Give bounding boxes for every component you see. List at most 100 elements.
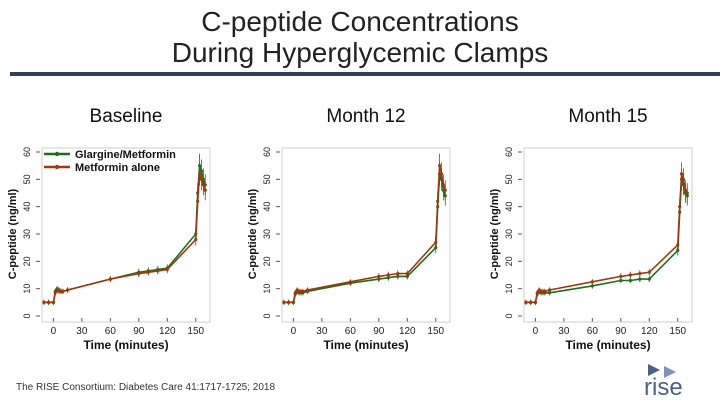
y-tick-label: 60 — [22, 147, 32, 157]
x-tick-label: 30 — [316, 326, 328, 337]
data-point — [619, 278, 623, 283]
y-tick-label: 60 — [504, 147, 514, 157]
plot-frame — [523, 147, 693, 323]
data-point — [201, 183, 205, 187]
data-point — [436, 199, 440, 203]
data-point — [439, 172, 444, 176]
x-tick-label: 120 — [159, 326, 176, 337]
x-tick-label: 90 — [615, 326, 627, 337]
data-point — [293, 291, 297, 295]
data-point — [42, 300, 46, 304]
y-axis-label: C-peptide (ng/ml) — [247, 188, 259, 279]
data-point — [679, 172, 684, 176]
data-point — [377, 274, 381, 278]
y-tick-label: 10 — [22, 284, 32, 294]
panel-title-month12: Month 12 — [326, 106, 406, 127]
data-point — [529, 300, 533, 304]
data-point — [66, 288, 70, 292]
data-point — [628, 273, 632, 277]
data-point — [548, 288, 552, 292]
x-tick-label: 150 — [187, 326, 204, 337]
slide-title-line1: C-peptide Concentrations — [201, 6, 519, 37]
x-tick-label: 0 — [51, 326, 57, 337]
y-tick-label: 20 — [504, 256, 514, 266]
data-point — [681, 177, 686, 181]
data-point — [678, 205, 682, 209]
data-point — [683, 188, 687, 192]
y-tick-label: 0 — [504, 313, 514, 318]
data-point — [647, 277, 651, 281]
legend-label: Glargine/Metformin — [75, 149, 176, 161]
data-point — [685, 191, 689, 195]
x-tick-label: 120 — [399, 326, 416, 337]
x-tick-label: 30 — [76, 326, 88, 337]
x-tick-label: 120 — [641, 326, 658, 337]
x-axis-label: Time (minutes) — [323, 338, 408, 352]
data-point — [676, 243, 680, 247]
y-tick-label: 0 — [262, 313, 272, 318]
data-point — [524, 300, 528, 304]
logo-text: rise — [644, 374, 683, 398]
data-point — [61, 289, 65, 293]
slide-title: C-peptide Concentrations During Hypergly… — [0, 6, 720, 68]
data-point — [434, 240, 438, 244]
series-line-glargine — [283, 173, 447, 304]
x-tick-label: 0 — [291, 326, 297, 337]
data-point — [443, 188, 447, 192]
x-tick-label: 60 — [345, 326, 357, 337]
data-point — [638, 272, 642, 276]
y-axis-label: C-peptide (ng/ml) — [489, 188, 501, 279]
plot-frame — [281, 147, 451, 323]
y-tick-label: 20 — [22, 256, 32, 266]
series-line-glargine — [525, 179, 688, 304]
citation: The RISE Consortium: Diabetes Care 41:17… — [16, 382, 276, 393]
slide-title-line2: During Hyperglycemic Clamps — [171, 37, 549, 68]
x-tick-label: 150 — [669, 326, 686, 337]
data-point — [196, 199, 200, 203]
x-axis-label: Time (minutes) — [83, 338, 168, 352]
series-line-metformin — [43, 173, 207, 304]
panel-title-baseline: Baseline — [89, 106, 163, 127]
y-tick-label: 10 — [504, 284, 514, 294]
data-point — [533, 300, 537, 304]
data-point — [348, 280, 352, 284]
y-tick-label: 50 — [262, 174, 272, 184]
y-tick-label: 50 — [504, 174, 514, 184]
legend-marker — [54, 164, 60, 170]
data-point — [628, 278, 632, 283]
series-line-glargine — [43, 165, 207, 304]
data-point — [51, 300, 55, 304]
chart-month15: 0 10 20 30 40 50 60 0 30 60 90 120 150 Time (minutes)… — [489, 147, 693, 352]
y-tick-label: 40 — [22, 202, 32, 212]
x-tick-label: 150 — [427, 326, 444, 337]
y-axis-label: C-peptide (ng/ml) — [7, 188, 19, 279]
y-tick-label: 60 — [262, 147, 272, 157]
y-tick-label: 50 — [22, 174, 32, 184]
x-tick-label: 30 — [558, 326, 570, 337]
data-point — [590, 280, 594, 284]
data-point — [291, 300, 295, 304]
y-tick-label: 0 — [22, 313, 32, 318]
logo-mark — [648, 364, 676, 378]
x-tick-label: 90 — [373, 326, 385, 337]
x-tick-label: 90 — [133, 326, 145, 337]
data-point — [386, 273, 390, 277]
data-point — [647, 270, 651, 274]
data-point — [47, 300, 51, 304]
y-tick-label: 10 — [262, 284, 272, 294]
data-point — [146, 270, 150, 274]
y-tick-label: 40 — [262, 202, 272, 212]
chart-month12: 0 10 20 30 40 50 60 0 30 60 90 120 150 Time (minutes)… — [247, 147, 451, 352]
data-point — [156, 269, 160, 273]
data-point — [108, 277, 112, 281]
data-point — [137, 272, 141, 276]
data-point — [405, 272, 409, 276]
data-point — [287, 300, 291, 304]
data-point — [203, 188, 207, 192]
rise-logo: rise — [644, 364, 683, 398]
legend-marker — [54, 151, 60, 157]
data-point — [437, 164, 442, 168]
data-point — [301, 289, 305, 293]
data-point — [282, 300, 286, 304]
x-tick-label: 0 — [533, 326, 539, 337]
